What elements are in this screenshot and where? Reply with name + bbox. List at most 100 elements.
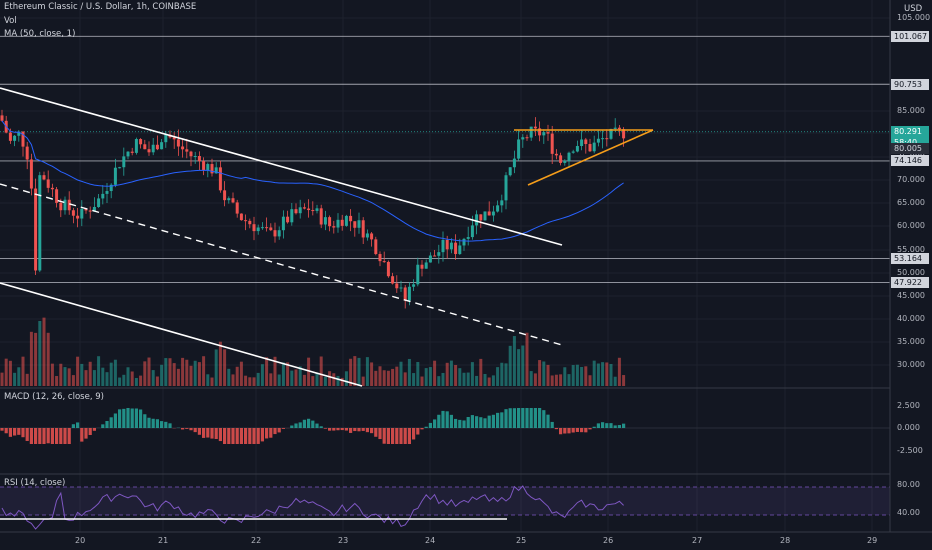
candle-body-31 <box>130 151 134 153</box>
time-tick-label: 24 <box>425 536 436 545</box>
candle-142 <box>596 129 600 147</box>
volume-bar-6 <box>25 373 29 386</box>
macd-bar-32 <box>134 408 138 428</box>
volume-bar-107 <box>449 360 453 386</box>
candle-104 <box>437 244 441 264</box>
volume-bar-75 <box>315 372 319 386</box>
candle-103 <box>433 249 437 257</box>
candle-body-141 <box>592 142 596 152</box>
volume-bar-143 <box>601 362 605 386</box>
candle-62 <box>260 222 264 230</box>
candle-body-97 <box>407 286 411 301</box>
macd-bar-79 <box>332 428 336 431</box>
volume-bar-90 <box>378 366 382 386</box>
candle-body-10 <box>42 175 46 180</box>
macd-bar-26 <box>109 417 113 428</box>
ma-label: MA (50, close, 1) <box>4 29 76 39</box>
candle-44 <box>185 138 189 159</box>
candle-body-127 <box>533 126 537 129</box>
candle-body-37 <box>155 144 159 150</box>
macd-bar-127 <box>533 408 537 428</box>
macd-bar-75 <box>315 423 319 428</box>
volume-bar-147 <box>617 357 621 386</box>
candle-body-57 <box>239 213 243 221</box>
candle-body-118 <box>496 205 500 212</box>
volume-bar-130 <box>546 364 550 386</box>
macd-bar-123 <box>517 408 521 428</box>
candle-93 <box>391 272 395 285</box>
candle-body-4 <box>17 131 21 136</box>
candle-140 <box>588 138 592 152</box>
volume-bar-148 <box>622 375 626 386</box>
volume-bar-3 <box>13 372 17 386</box>
volume-bar-102 <box>428 367 432 386</box>
macd-bar-61 <box>256 428 260 444</box>
candle-body-38 <box>160 142 164 150</box>
candle-24 <box>101 185 105 205</box>
time-tick-label: 29 <box>867 536 878 545</box>
volume-bar-77 <box>323 376 327 386</box>
macd-bar-103 <box>433 419 437 428</box>
macd-bar-98 <box>412 428 416 440</box>
candle-body-124 <box>521 137 525 140</box>
macd-bar-67 <box>281 428 285 429</box>
macd-tick-label: -2.500 <box>897 446 923 455</box>
candle-body-146 <box>613 127 617 129</box>
volume-bar-109 <box>458 368 462 386</box>
macd-bar-30 <box>126 408 130 428</box>
macd-bar-58 <box>244 428 248 444</box>
volume-bar-47 <box>197 362 201 386</box>
volume-bar-57 <box>239 361 243 386</box>
candle-body-123 <box>517 139 521 159</box>
volume-bar-11 <box>46 332 50 386</box>
candle-body-20 <box>84 208 88 211</box>
volume-bar-119 <box>500 362 504 386</box>
candle-121 <box>508 167 512 177</box>
volume-bar-41 <box>172 363 176 386</box>
volume-bar-84 <box>353 356 357 386</box>
volume-bar-59 <box>248 377 252 386</box>
candle-105 <box>441 231 445 262</box>
macd-bar-110 <box>462 420 466 428</box>
candle-body-139 <box>584 139 588 145</box>
volume-bar-108 <box>454 365 458 386</box>
candle-body-134 <box>563 160 567 163</box>
volume-bar-78 <box>328 371 332 386</box>
macd-bar-133 <box>559 428 563 435</box>
volume-bar-142 <box>596 363 600 386</box>
trendline-drawings[interactable] <box>0 87 654 387</box>
axes-lines <box>0 0 932 533</box>
candle-body-45 <box>189 151 193 157</box>
macd-bar-132 <box>554 428 558 430</box>
candle-body-121 <box>508 167 512 176</box>
macd-bar-5 <box>21 428 25 438</box>
macd-bar-148 <box>622 423 626 428</box>
candle-36 <box>151 138 155 156</box>
macd-bar-116 <box>487 415 491 428</box>
candle-35 <box>147 141 151 156</box>
candle-body-17 <box>71 210 75 216</box>
candle-body-94 <box>395 283 399 289</box>
volume-bar-2 <box>8 360 12 386</box>
candle-body-112 <box>470 225 474 238</box>
candle-body-54 <box>227 198 231 201</box>
macd-bar-88 <box>370 428 374 434</box>
candle-body-102 <box>428 255 432 263</box>
volume-bar-44 <box>185 359 189 386</box>
candle-37 <box>155 135 159 151</box>
candle-body-6 <box>25 146 29 160</box>
macd-bar-64 <box>269 428 273 438</box>
macd-bar-126 <box>529 408 533 428</box>
candle-body-32 <box>134 139 138 153</box>
macd-bar-115 <box>483 418 487 428</box>
volume-bar-116 <box>487 377 491 386</box>
macd-bar-94 <box>395 428 399 444</box>
volume-bar-38 <box>160 364 164 386</box>
candle-18 <box>76 207 80 228</box>
macd-bar-143 <box>601 422 605 428</box>
candle-body-36 <box>151 144 155 153</box>
candle-29 <box>122 147 126 176</box>
volume-bar-65 <box>273 356 277 386</box>
candle-body-9 <box>38 175 42 271</box>
